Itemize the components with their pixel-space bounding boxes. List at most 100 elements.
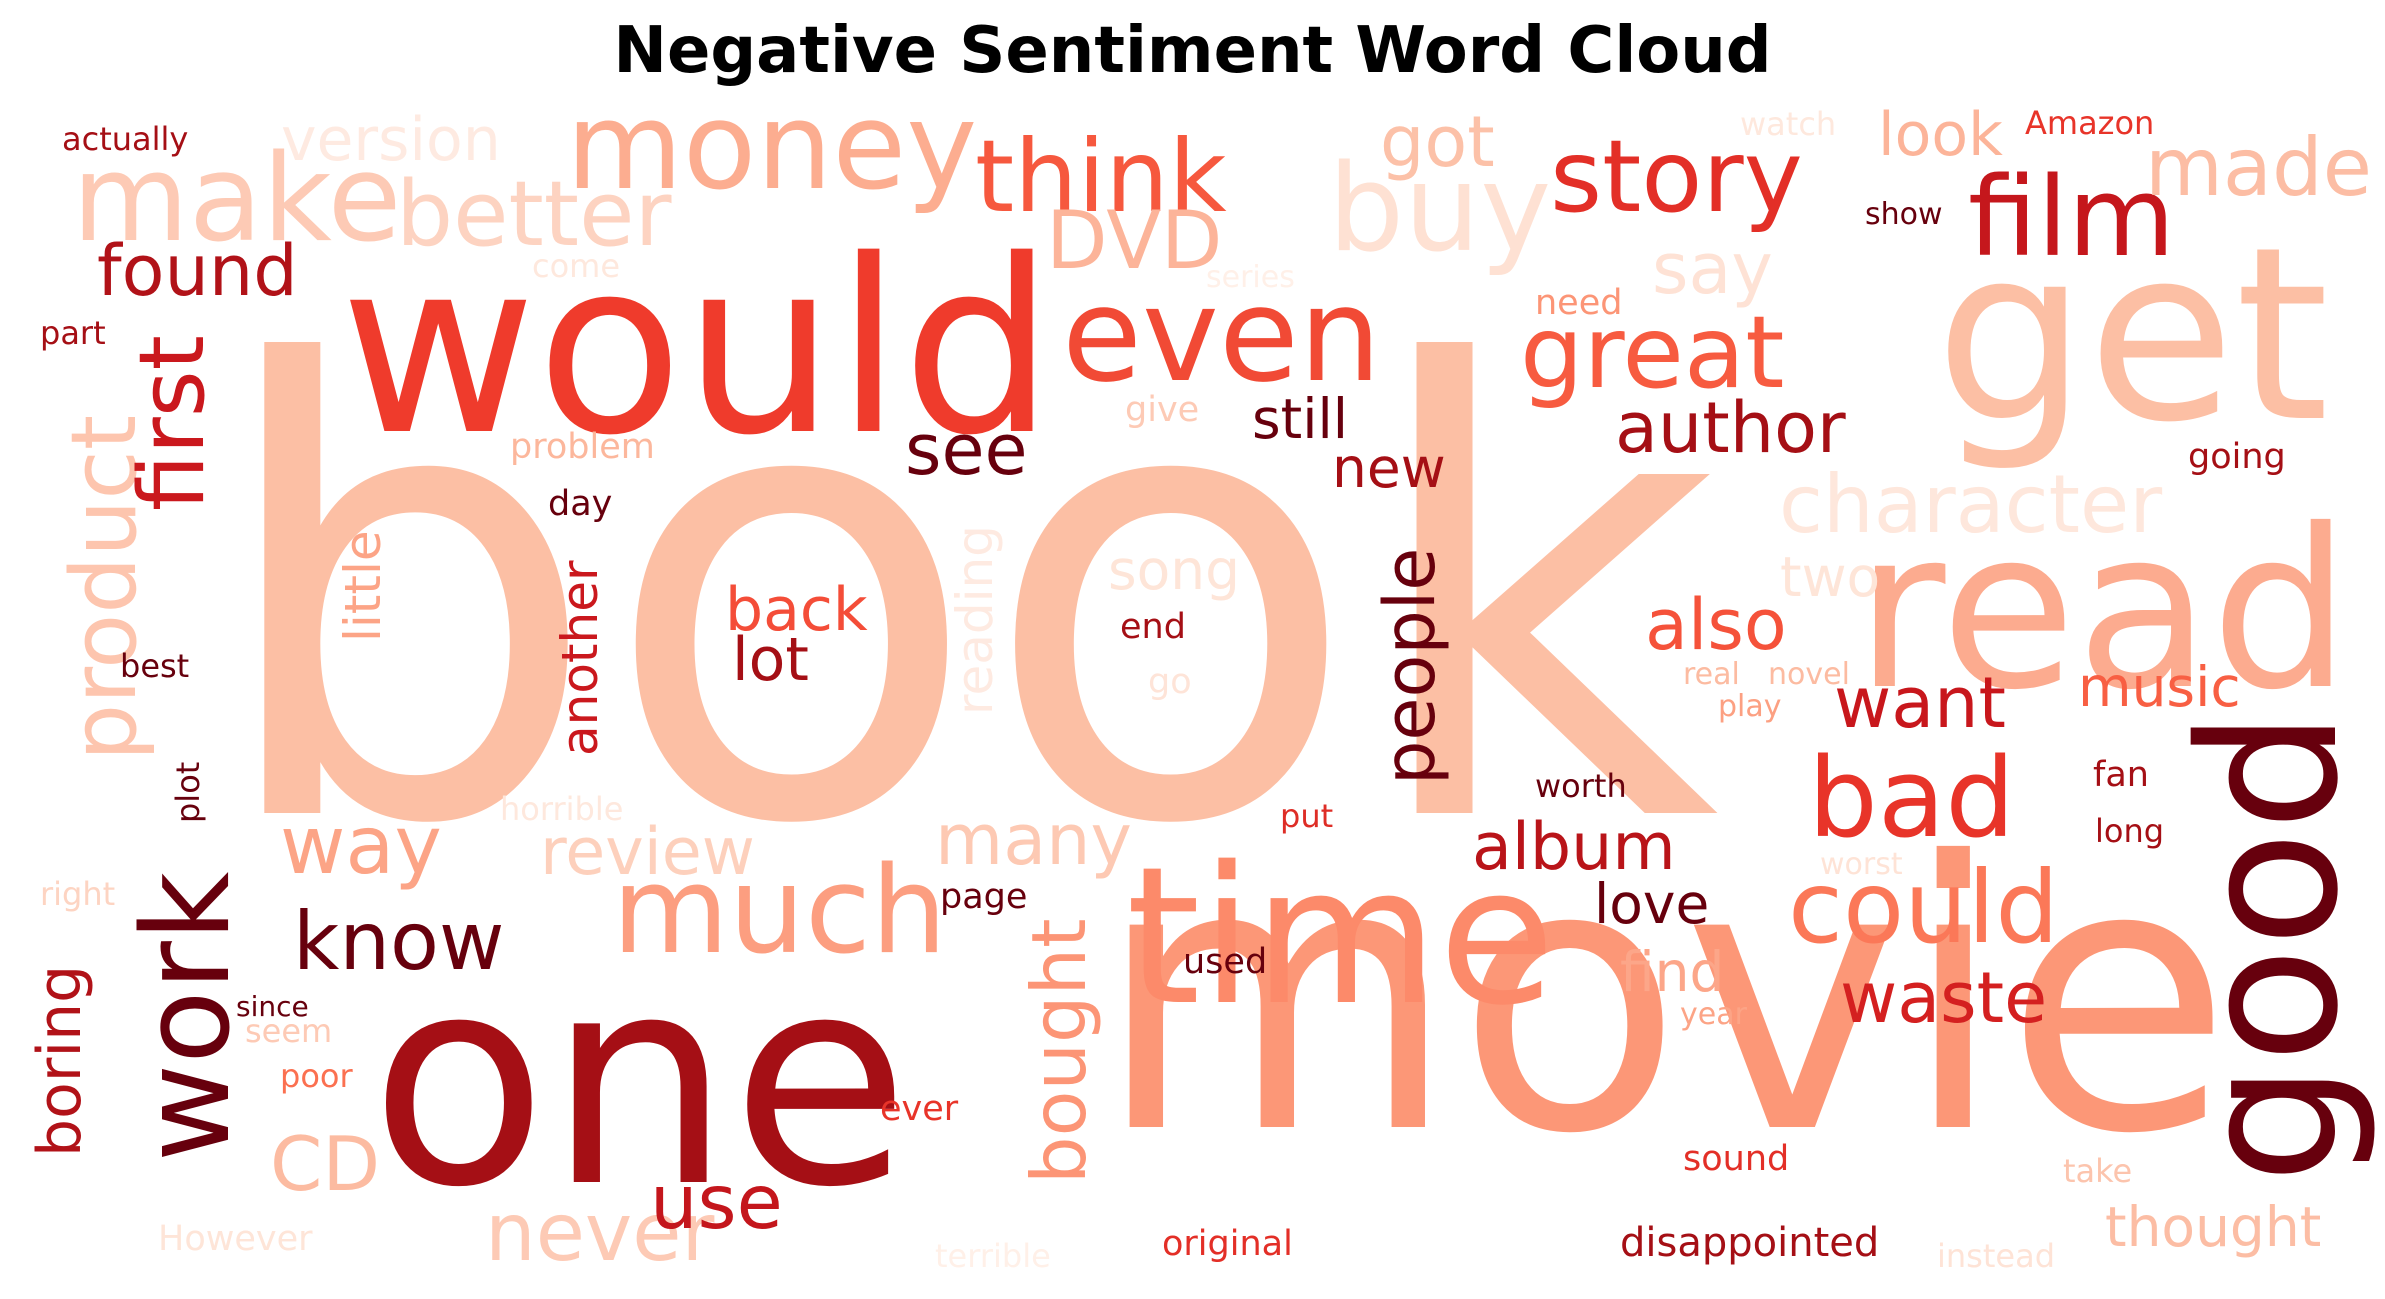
word-going: going xyxy=(2188,437,2286,477)
word-terrible: terrible xyxy=(935,1237,1051,1275)
word-since: since xyxy=(236,990,309,1023)
word-good: good xyxy=(2159,710,2380,1184)
word-music: music xyxy=(2078,655,2241,719)
word-play: play xyxy=(1718,689,1782,724)
word-want: want xyxy=(1834,662,2006,744)
word-year: year xyxy=(1680,997,1747,1032)
word-reading: reading xyxy=(946,525,1004,715)
word-first: first xyxy=(120,335,225,511)
word-song: song xyxy=(1108,538,1241,602)
word-used: used xyxy=(1183,942,1268,982)
word-use: use xyxy=(650,1158,783,1246)
word-make: make xyxy=(72,130,402,269)
word-great: great xyxy=(1520,294,1785,411)
word-people: people xyxy=(1369,547,1451,785)
word-boring: boring xyxy=(25,964,95,1157)
word-review: review xyxy=(540,815,755,890)
word-also: also xyxy=(1645,584,1787,666)
word-worst: worst xyxy=(1820,847,1903,882)
word-know: know xyxy=(293,895,505,988)
word-money: money xyxy=(566,78,978,217)
word-day: day xyxy=(548,484,613,524)
word-love: love xyxy=(1594,872,1710,936)
word-problem: problem xyxy=(510,427,655,467)
word-original: original xyxy=(1162,1224,1293,1264)
word-get: get xyxy=(1935,195,2330,475)
word-author: author xyxy=(1615,387,1846,469)
word-album: album xyxy=(1472,810,1676,885)
word-new: new xyxy=(1332,436,1446,500)
word-plot: plot xyxy=(169,761,207,823)
word-thought: thought xyxy=(2105,1195,2322,1259)
word-bought: bought xyxy=(1015,918,1103,1184)
word-many: many xyxy=(935,799,1132,881)
word-instead: instead xyxy=(1937,1237,2055,1275)
word-come: come xyxy=(532,247,621,285)
word-watch: watch xyxy=(1740,105,1837,143)
word-two: two xyxy=(1780,545,1881,609)
word-right: right xyxy=(40,875,116,913)
word-still: still xyxy=(1252,387,1349,451)
word-work: work xyxy=(118,871,257,1162)
word-better: better xyxy=(396,162,672,267)
word-never: never xyxy=(485,1186,715,1279)
word-way: way xyxy=(280,799,442,892)
word-poor: poor xyxy=(280,1057,353,1095)
word-buy: buy xyxy=(1328,140,1552,279)
word-say: say xyxy=(1652,228,1773,310)
word-one: one xyxy=(370,914,910,1251)
word-actually: actually xyxy=(62,120,189,158)
word-end: end xyxy=(1120,607,1186,647)
word-waste: waste xyxy=(1840,957,2048,1039)
word-cd: CD xyxy=(270,1120,381,1208)
word-found: found xyxy=(97,230,298,312)
word-even: even xyxy=(1062,259,1382,411)
word-story: story xyxy=(1550,118,1803,235)
word-made: made xyxy=(2145,121,2372,214)
word-take: take xyxy=(2063,1152,2133,1190)
word-book: book xyxy=(208,239,1720,960)
word-would: would xyxy=(340,208,1055,488)
word-go: go xyxy=(1148,662,1192,702)
word-give: give xyxy=(1125,390,1200,430)
word-find: find xyxy=(1620,940,1725,1004)
word-see: see xyxy=(905,409,1028,491)
word-series: series xyxy=(1206,260,1295,295)
word-little: little xyxy=(334,530,392,642)
word-best: best xyxy=(120,647,190,685)
word-back: back xyxy=(725,575,868,645)
word-need: need xyxy=(1535,283,1623,323)
word-time: time xyxy=(1126,826,1556,1047)
word-look: look xyxy=(1878,100,2003,170)
word-worth: worth xyxy=(1535,767,1627,805)
page-title: Negative Sentiment Word Cloud xyxy=(613,14,1772,88)
word-dvd: DVD xyxy=(1046,194,1223,287)
word-disappointed: disappointed xyxy=(1620,1220,1880,1266)
word-novel: novel xyxy=(1768,657,1850,692)
word-read: read xyxy=(1855,482,2351,738)
word-could: could xyxy=(1788,849,2059,966)
word-seem: seem xyxy=(245,1012,333,1050)
word-part: part xyxy=(40,314,106,352)
word-however: However xyxy=(158,1219,313,1259)
word-character: character xyxy=(1779,458,2163,551)
word-lot: lot xyxy=(732,625,809,695)
word-much: much xyxy=(612,842,947,981)
word-bad: bad xyxy=(1808,734,2016,862)
word-got: got xyxy=(1380,101,1495,183)
word-real: real xyxy=(1683,657,1740,692)
word-fan: fan xyxy=(2093,755,2149,795)
word-think: think xyxy=(975,118,1227,235)
word-movie: movie xyxy=(1096,785,2233,1215)
word-ever: ever xyxy=(880,1089,959,1129)
word-put: put xyxy=(1280,797,1334,835)
word-another: another xyxy=(551,560,609,756)
word-long: long xyxy=(2095,812,2165,850)
word-film: film xyxy=(1968,153,2176,281)
word-amazon: Amazon xyxy=(2025,104,2155,142)
word-sound: sound xyxy=(1683,1139,1790,1179)
word-horrible: horrible xyxy=(500,790,624,828)
word-version: version xyxy=(281,105,501,175)
word-show: show xyxy=(1865,197,1943,232)
